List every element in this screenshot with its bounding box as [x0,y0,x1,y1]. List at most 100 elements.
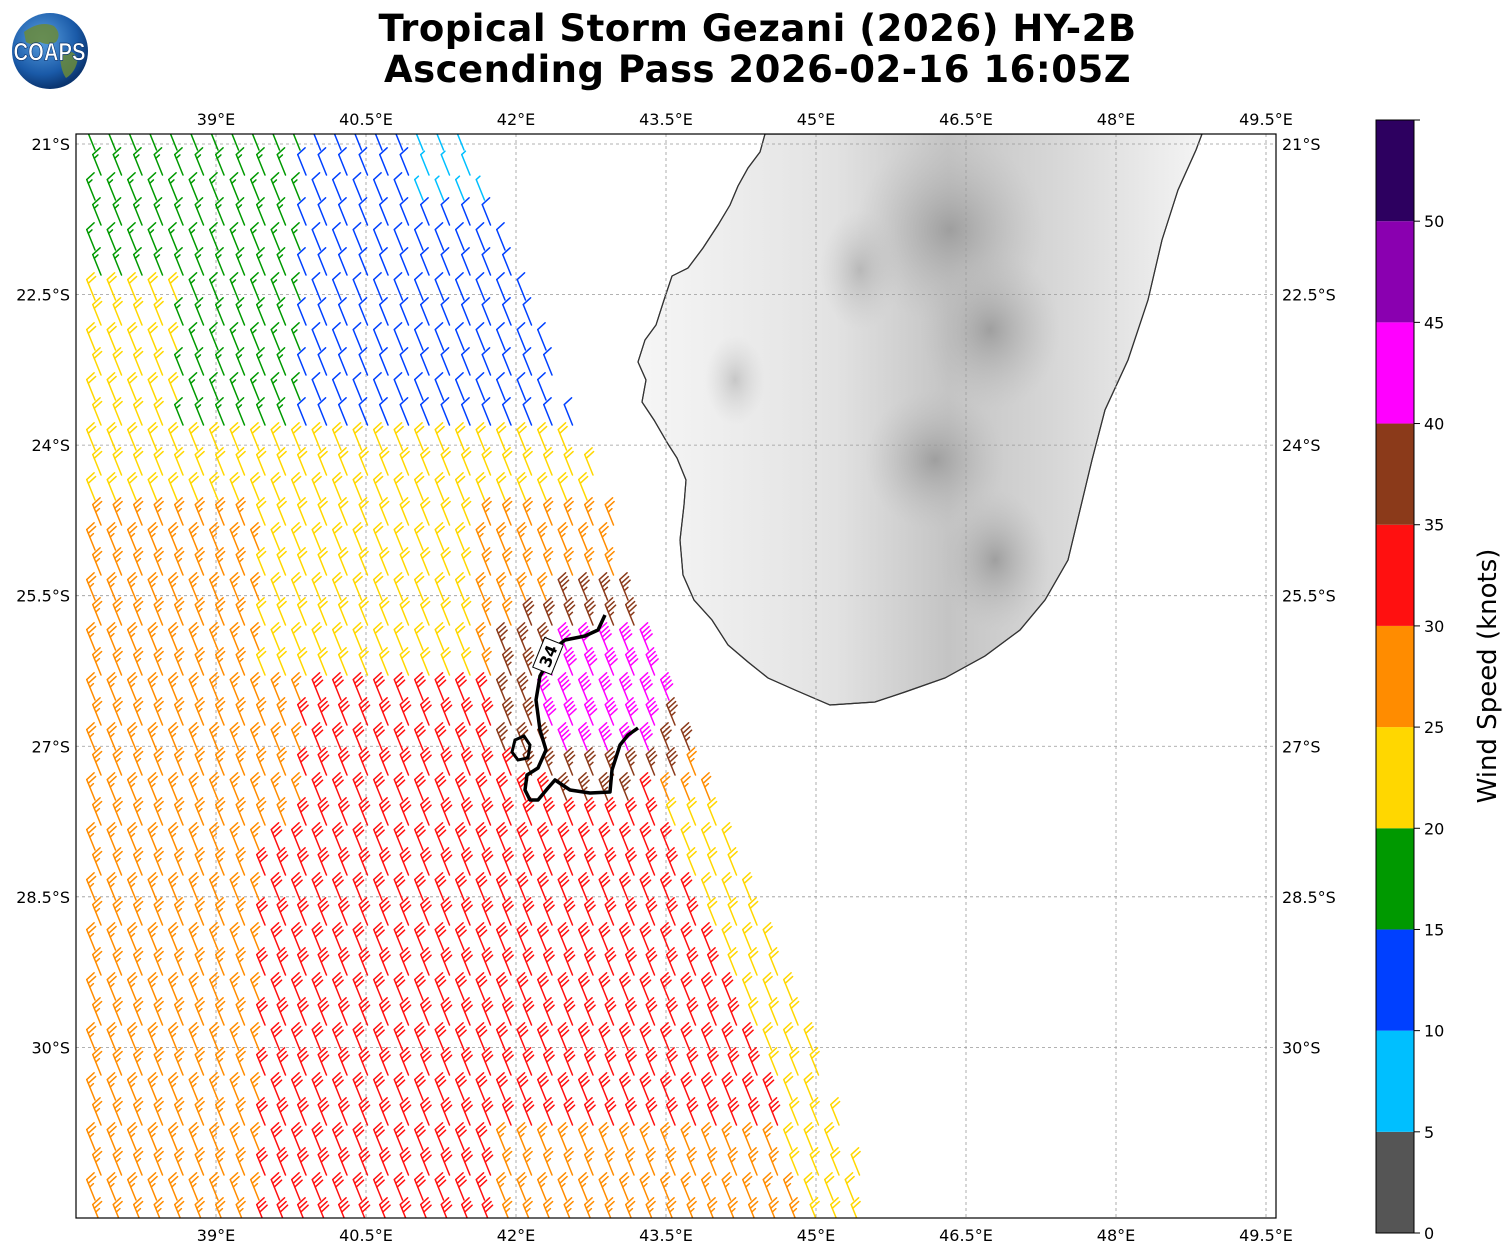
wind-barb [455,1122,467,1151]
wind-barb [215,397,225,426]
wind-barb [112,1097,123,1126]
wind-barb [297,1047,309,1076]
wind-barb [502,997,514,1026]
wind-barb [660,722,672,751]
wind-barb [92,297,103,326]
wind-barb [475,1022,488,1051]
wind-barbs [86,134,861,1218]
wind-barb [256,697,267,726]
wind-barb [291,572,302,601]
wind-barb [393,922,406,951]
wind-barb [291,622,302,651]
wind-barb [168,872,179,901]
wind-barb [373,372,383,401]
wind-barb [209,522,220,551]
wind-barb [434,472,445,501]
wind-barb [133,1197,144,1218]
wind-barb [229,622,240,651]
wind-barb [742,1022,754,1051]
wind-barb [373,1122,385,1151]
wind-barb [748,1197,759,1218]
wind-barb [352,422,363,451]
wind-barb [434,522,445,551]
wind-barb [112,1197,123,1218]
wind-barb [584,547,595,576]
wind-barb [563,1097,576,1126]
wind-barb [461,497,472,526]
wind-barb [235,347,246,376]
wind-barb [270,522,281,551]
wind-barb [235,397,246,426]
wind-barb [92,1197,103,1218]
wind-barb [680,1122,691,1151]
wind-barb [537,1172,548,1201]
wind-barb [727,1147,738,1176]
wind-barb [721,1122,732,1151]
wind-barb [276,397,287,426]
wind-barb [112,347,123,376]
wind-barb [496,922,508,951]
wind-barb [311,872,324,901]
wind-barb [373,522,384,551]
wind-barb [352,672,365,701]
wind-barb [789,1097,800,1126]
wind-barb [440,897,453,926]
wind-barb [373,1172,385,1201]
wind-barb [379,547,390,576]
wind-barb [127,1172,138,1201]
wind-barb [188,872,199,901]
wind-barb [440,1197,453,1218]
wind-barb [317,1047,330,1076]
wind-barb [311,672,324,701]
wind-barb [434,272,445,301]
wind-barb [420,997,432,1026]
wind-barb [174,397,184,426]
wind-barb [87,134,96,151]
wind-barb [742,1072,754,1101]
wind-barb [291,272,301,301]
colorbar-segment [1376,221,1414,323]
wind-barb [461,697,473,726]
wind-barb [584,597,596,626]
wind-barb [147,872,158,901]
wind-barb [250,622,261,651]
wind-barb [598,522,609,551]
wind-barb [461,997,473,1026]
wind-barb [256,947,268,976]
wind-barb [297,1147,309,1176]
wind-barb [844,1172,855,1201]
wind-barb [625,847,637,876]
wind-barb [270,272,281,301]
wind-barb [563,1147,574,1176]
wind-barb [270,1172,283,1201]
wind-barb [455,572,466,601]
wind-barb [153,147,164,176]
wind-barb [133,897,144,926]
wind-barb [311,922,324,951]
wind-barb [229,422,240,451]
wind-barb [291,922,303,951]
wind-barb [456,134,465,151]
wind-barb [297,147,307,176]
wind-barb [338,397,348,426]
wind-barb [373,422,384,451]
wind-barb [92,197,102,226]
wind-barb [455,772,467,801]
wind-barb [414,572,425,601]
wind-barb [809,1197,820,1218]
lon-tick-label: 42°E [497,110,535,129]
wind-barb [174,997,185,1026]
wind-barb [516,1072,529,1101]
wind-barb [379,447,390,476]
wind-barb [297,847,309,876]
wind-barb [543,897,555,926]
wind-barb [522,297,533,326]
wind-barb [475,772,488,801]
wind-barb [194,747,205,776]
wind-barb [543,597,555,626]
wind-barb [742,872,753,901]
wind-barb [721,822,732,851]
wind-barb [455,322,465,351]
wind-barb [352,722,365,751]
wind-barb [440,847,453,876]
